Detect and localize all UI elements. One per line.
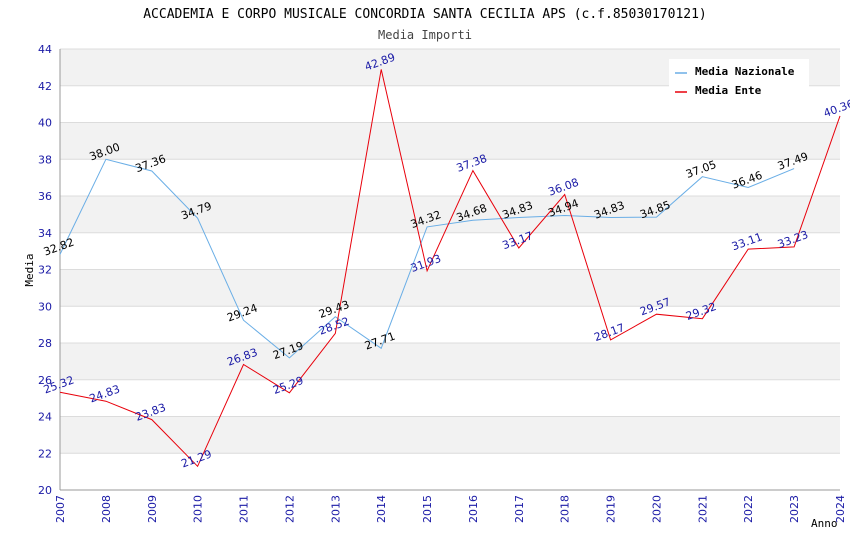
y-tick-label: 38 — [38, 153, 52, 166]
y-tick-label: 42 — [38, 80, 52, 93]
x-tick-label: 2009 — [146, 495, 159, 523]
x-tick-label: 2024 — [834, 495, 847, 523]
x-tick-label: 2019 — [605, 495, 618, 523]
y-axis-label: Media — [23, 253, 36, 286]
legend-box — [669, 59, 809, 101]
data-label-media-nazionale: 36.46 — [730, 169, 764, 192]
y-tick-label: 24 — [38, 411, 52, 424]
chart-subtitle: Media Importi — [378, 28, 472, 42]
y-tick-label: 26 — [38, 374, 52, 387]
data-labels-media-nazionale: 32.8238.0037.3634.7929.2427.1929.4327.71… — [42, 140, 810, 362]
y-tick-labels: 20 22 24 26 28 30 32 34 36 38 40 42 44 — [38, 43, 52, 497]
gridlines — [60, 48, 840, 491]
legend: Media Nazionale Media Ente — [669, 59, 809, 101]
x-tick-label: 2010 — [192, 495, 205, 523]
y-tick-label: 32 — [38, 264, 52, 277]
grid-band — [60, 416, 840, 454]
x-tick-label: 2014 — [375, 495, 388, 523]
axes — [59, 49, 840, 491]
x-tick-label: 2018 — [559, 495, 572, 523]
legend-label-media-ente: Media Ente — [695, 84, 762, 97]
plot-background-bands — [60, 49, 840, 454]
x-tick-label: 2008 — [100, 495, 113, 523]
grid-band — [60, 122, 840, 160]
series-line-media-ente — [59, 69, 841, 468]
y-tick-label: 28 — [38, 337, 52, 350]
x-tick-label: 2023 — [788, 495, 801, 523]
data-labels-media-ente: 25.32 24.8323.8321.2926.8325.2928.5242.89… — [42, 51, 850, 471]
chart-title: ACCADEMIA E CORPO MUSICALE CONCORDIA SAN… — [143, 7, 707, 22]
x-tick-label: 2015 — [421, 495, 434, 523]
y-tick-label: 34 — [38, 227, 52, 240]
x-tick-label: 2016 — [467, 495, 480, 523]
grid-band — [60, 343, 840, 380]
x-tick-label: 2011 — [238, 495, 251, 523]
series-line-media-nazionale — [59, 158, 795, 359]
data-label-media-ente: 28.17 — [592, 321, 626, 344]
grid-band — [60, 196, 840, 233]
x-tick-labels: 2007 2008 2009 2010 2011 2012 2013 2014 2015 2016… — [54, 495, 847, 523]
x-tick-label: 2007 — [54, 495, 67, 523]
grid-band — [60, 269, 840, 307]
y-tick-label: 36 — [38, 190, 52, 203]
x-tick-label: 2022 — [742, 495, 755, 523]
y-tick-label: 22 — [38, 447, 52, 460]
x-tick-label: 2017 — [513, 495, 526, 523]
data-label-media-ente: 33.11 — [730, 230, 764, 253]
y-tick-label: 44 — [38, 43, 52, 56]
x-axis-label: Anno — [811, 517, 838, 530]
data-label-media-ente: 40.36 — [822, 97, 850, 120]
data-label-media-ente: 24.83 — [88, 382, 122, 405]
y-tick-label: 30 — [38, 300, 52, 313]
x-tick-label: 2012 — [283, 495, 296, 523]
x-tick-label: 2021 — [696, 495, 709, 523]
x-tick-label: 2020 — [650, 495, 663, 523]
legend-label-media-nazionale: Media Nazionale — [695, 65, 795, 78]
y-tick-label: 20 — [38, 484, 52, 497]
x-tick-label: 2013 — [329, 495, 342, 523]
series-lines — [59, 69, 841, 468]
y-tick-label: 40 — [38, 117, 52, 130]
